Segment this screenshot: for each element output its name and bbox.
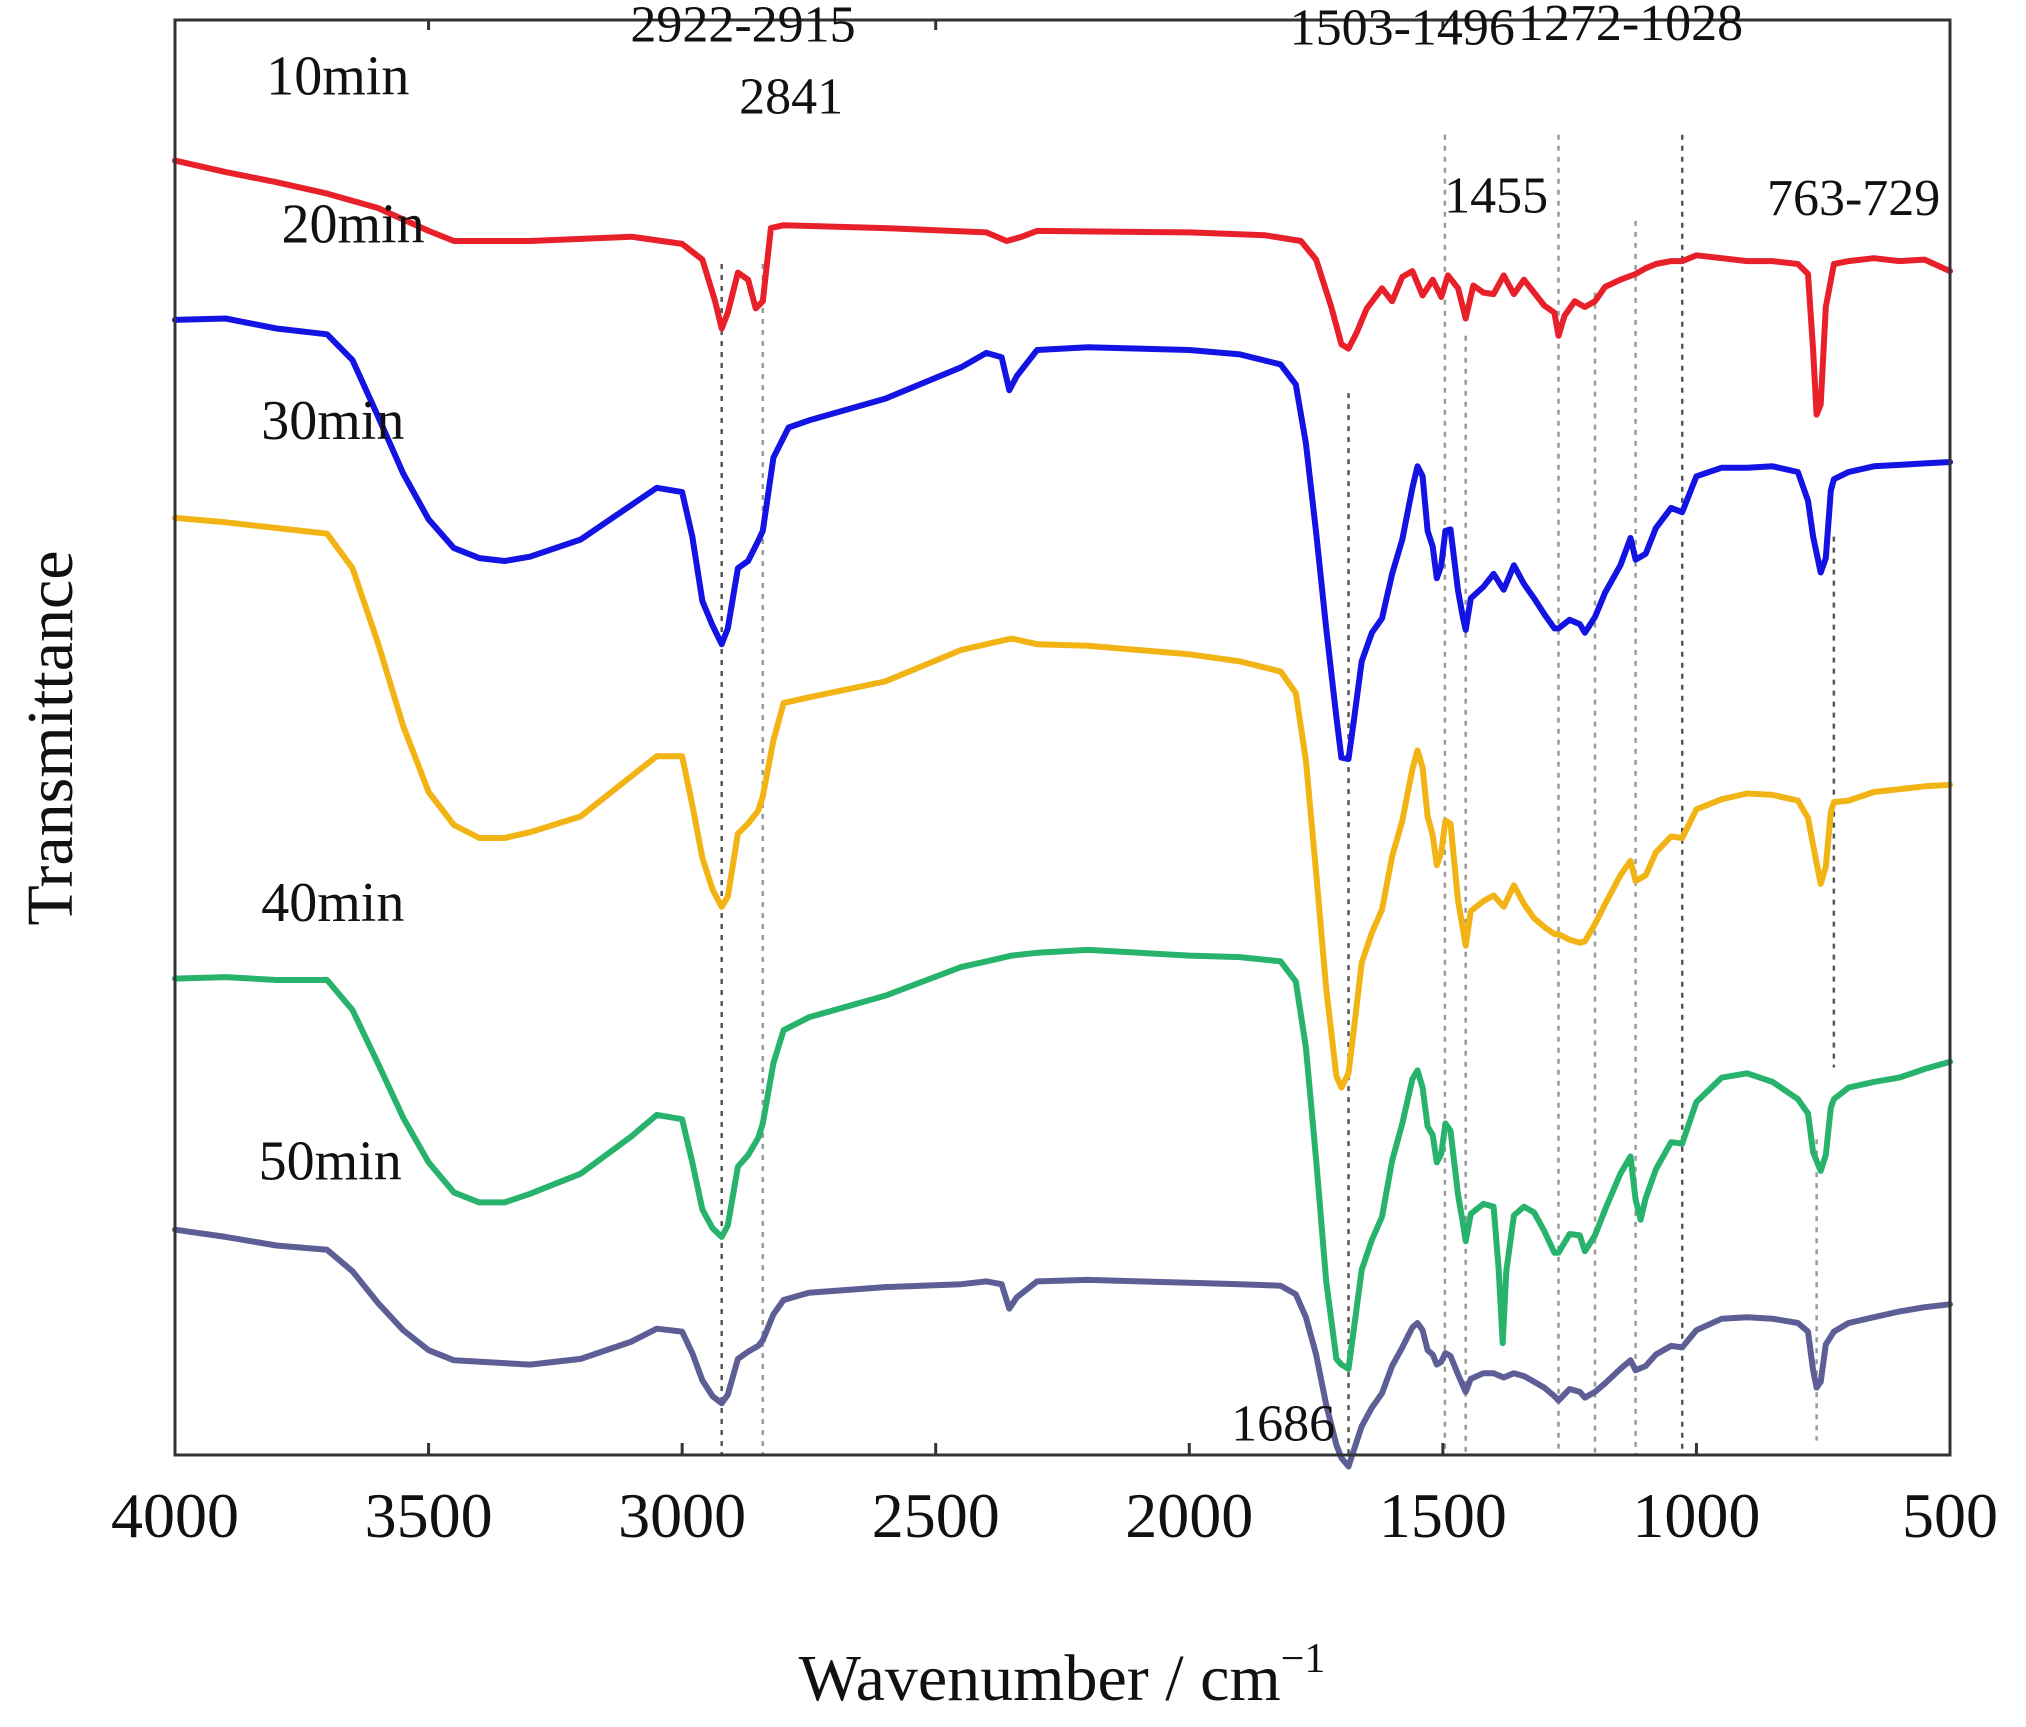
x-axis-ticks [173,20,1952,1455]
reference-lines [720,134,1836,1455]
peak-annotation-1686: 1686 [1231,1396,1335,1453]
x-axis-title-text: Wavenumber / cm [799,1642,1281,1715]
spectrum-series [172,157,1953,1470]
peak-annotations: 2922-2915 2841 1503-1496 1272-1028 1455 763-7… [630,0,1940,1453]
series-labels: 10min 20min 30min 40min 50min [259,46,425,1193]
plot-area-frame [173,18,1952,1457]
series-line-30min [172,514,1953,1091]
x-tick-label-2500: 2500 [872,1480,1000,1551]
x-axis-title-superscript: −1 [1281,1636,1326,1682]
y-axis-title: Transmittance [14,550,87,925]
peak-annotation-1503-1496: 1503-1496 [1290,0,1515,56]
x-tick-label-500: 500 [1902,1480,1998,1551]
x-tick-label-3000: 3000 [618,1480,746,1551]
series-line-40min [172,946,1953,1372]
series-line-50min [172,1226,1953,1470]
series-label-30min: 30min [261,390,404,452]
peak-annotation-2922-2915: 2922-2915 [630,0,855,54]
x-axis-tick-labels: 4000 3500 3000 2500 2000 1500 1000 500 [111,1480,1998,1551]
peak-annotation-763-729: 763-729 [1767,170,1940,227]
series-label-50min: 50min [259,1130,402,1192]
series-line-10min [172,157,1953,418]
x-tick-label-2000: 2000 [1125,1480,1253,1551]
x-tick-label-1000: 1000 [1632,1480,1760,1551]
x-tick-label-1500: 1500 [1379,1480,1507,1551]
series-line-20min [172,315,1953,762]
x-tick-label-3500: 3500 [365,1480,493,1551]
series-label-40min: 40min [261,872,404,934]
series-label-20min: 20min [282,193,425,255]
x-axis-title: Wavenumber / cm−1 [799,1636,1326,1715]
x-tick-label-4000: 4000 [111,1480,239,1551]
peak-annotation-1455: 1455 [1444,167,1548,224]
peak-annotation-2841: 2841 [739,68,843,125]
series-label-10min: 10min [266,46,409,108]
peak-annotation-1272-1028: 1272-1028 [1518,0,1743,52]
